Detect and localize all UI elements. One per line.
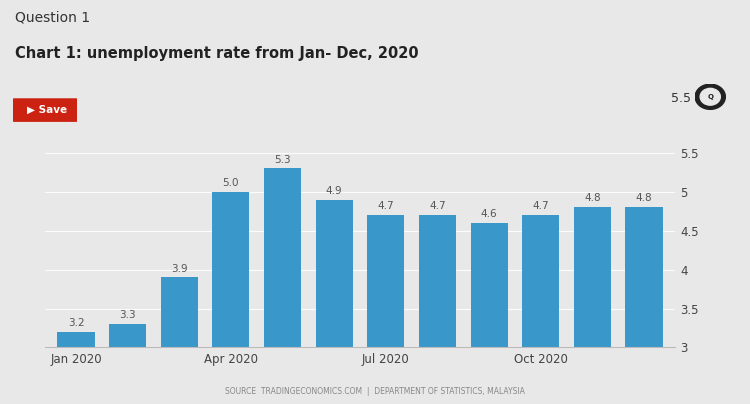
Bar (368, 215, 404, 347)
Bar (316, 200, 352, 347)
Text: 3.2: 3.2 (68, 318, 84, 328)
Circle shape (695, 84, 725, 109)
Bar (522, 215, 560, 347)
Bar (160, 278, 198, 347)
Bar (264, 168, 302, 347)
Bar (470, 223, 508, 347)
Circle shape (700, 88, 720, 105)
Text: 4.7: 4.7 (377, 201, 394, 211)
Bar (212, 192, 250, 347)
Text: 5.3: 5.3 (274, 155, 291, 164)
Text: 4.9: 4.9 (326, 186, 343, 196)
Bar (419, 215, 456, 347)
Text: 3.3: 3.3 (119, 310, 136, 320)
Text: SOURCE  TRADINGECONOMICS.COM  |  DEPARTMENT OF STATISTICS, MALAYSIA: SOURCE TRADINGECONOMICS.COM | DEPARTMENT… (225, 387, 525, 396)
Bar (574, 207, 611, 347)
Text: 3.9: 3.9 (171, 263, 188, 274)
Text: 4.8: 4.8 (636, 194, 652, 204)
Text: 4.6: 4.6 (481, 209, 497, 219)
Text: 4.7: 4.7 (532, 201, 549, 211)
Text: Question 1: Question 1 (15, 10, 90, 24)
Bar (58, 332, 94, 347)
FancyBboxPatch shape (11, 98, 80, 122)
Text: ▶ Save: ▶ Save (26, 105, 67, 115)
Text: 5.0: 5.0 (223, 178, 239, 188)
Bar (626, 207, 662, 347)
Text: Chart 1: unemployment rate from Jan- Dec, 2020: Chart 1: unemployment rate from Jan- Dec… (15, 46, 418, 61)
Text: 5.5: 5.5 (671, 93, 692, 105)
Text: 4.8: 4.8 (584, 194, 601, 204)
Text: 4.7: 4.7 (429, 201, 445, 211)
Bar (109, 324, 146, 347)
Text: Q: Q (707, 94, 713, 100)
